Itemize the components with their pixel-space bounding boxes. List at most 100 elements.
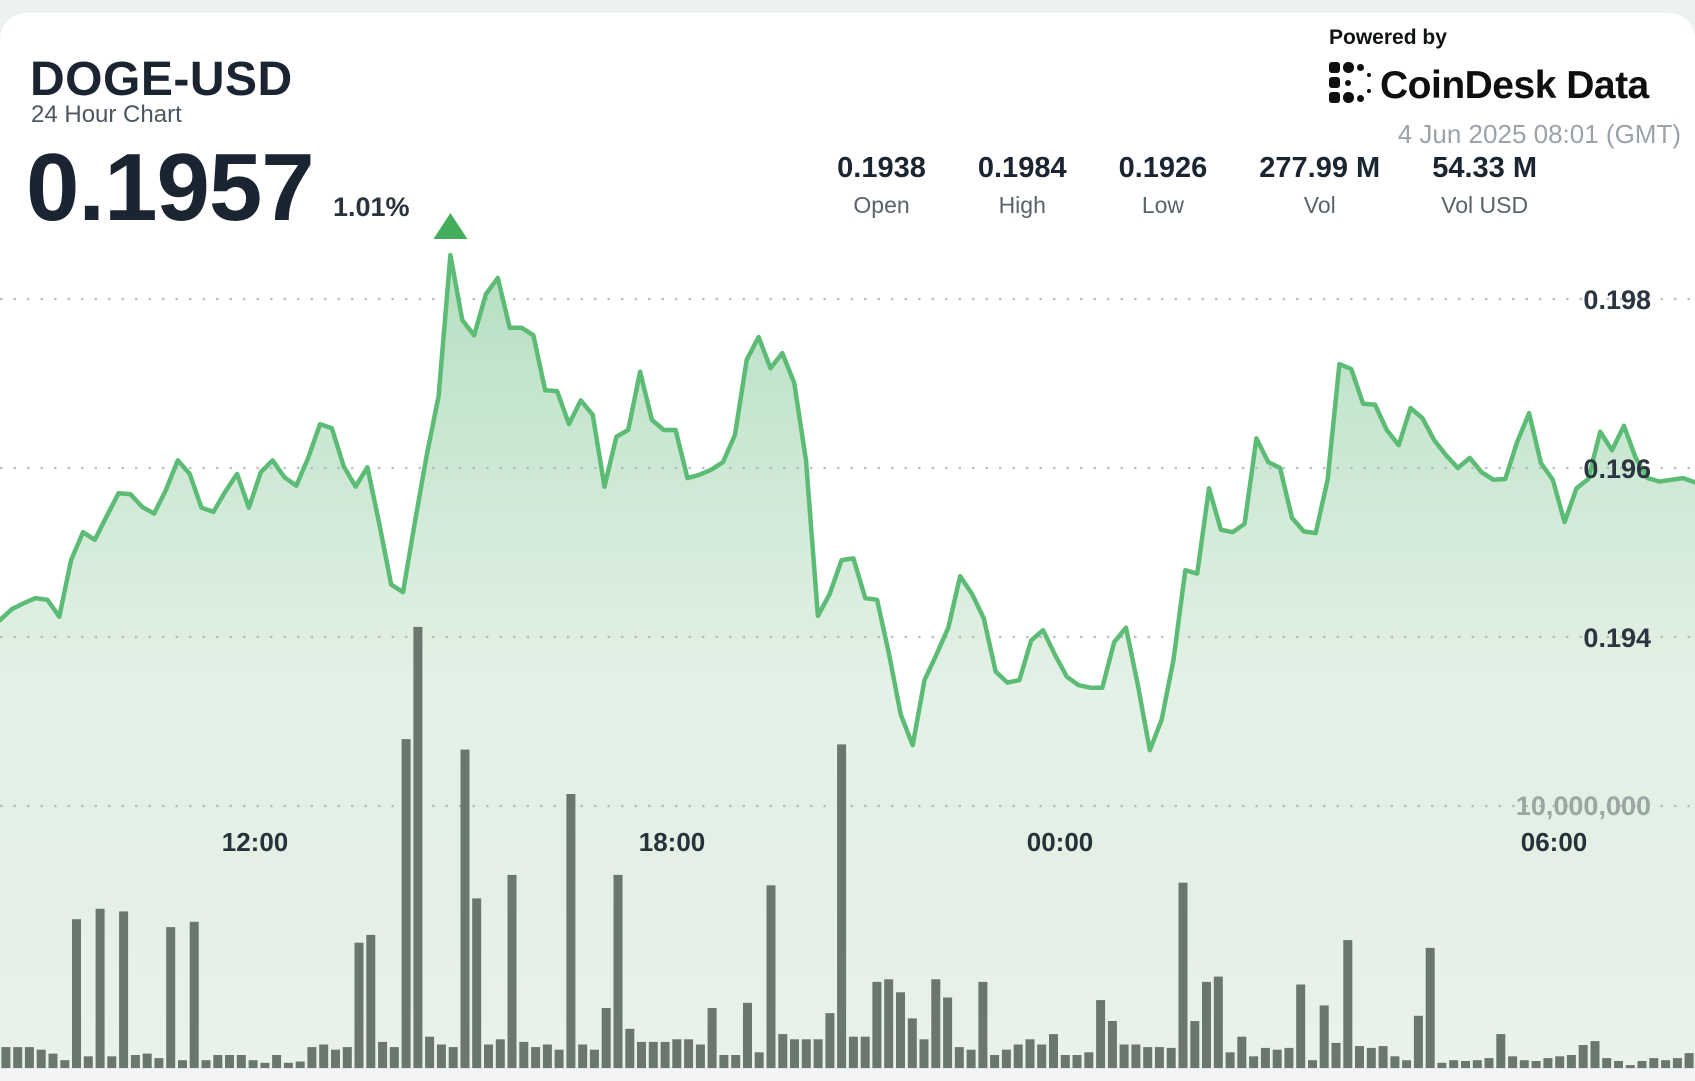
volume-bar xyxy=(354,942,364,1068)
x-axis-tick-1200: 12:00 xyxy=(221,827,289,857)
volume-bar xyxy=(1213,976,1223,1068)
volume-bar xyxy=(707,1008,717,1068)
volume-bar xyxy=(625,1028,635,1068)
volume-bar xyxy=(1355,1046,1364,1068)
volume-bar xyxy=(283,1062,293,1068)
volume-bar xyxy=(554,1049,564,1068)
volume-bar xyxy=(83,1056,93,1068)
volume-bar xyxy=(1025,1039,1035,1068)
volume-bar xyxy=(566,794,576,1069)
volume-bar xyxy=(130,1055,140,1069)
volume-bar xyxy=(436,1044,446,1068)
volume-bar xyxy=(260,1062,270,1068)
price-change-percent: 1.01% xyxy=(333,192,410,222)
volume-bar xyxy=(1319,1005,1329,1068)
volume-bar xyxy=(484,1044,493,1068)
volume-bar xyxy=(1625,1065,1635,1068)
volume-bar xyxy=(813,1039,823,1068)
powered-by-block: Powered by CoinDesk Data 4 Jun 2025 08 xyxy=(1329,26,1681,150)
volume-bar xyxy=(919,1039,929,1068)
volume-bar xyxy=(1566,1055,1576,1069)
volume-bar xyxy=(719,1055,729,1069)
coindesk-data-logo[interactable]: CoinDesk Data xyxy=(1329,62,1649,109)
stat-open: 0.1938 Open xyxy=(837,152,926,219)
volume-bar xyxy=(884,979,894,1068)
volume-bar xyxy=(672,1039,682,1068)
price-line xyxy=(0,252,1695,753)
volume-bar xyxy=(1413,1015,1423,1068)
data-timestamp: 4 Jun 2025 08:01 (GMT) xyxy=(1397,119,1681,149)
volume-bar xyxy=(1131,1044,1141,1068)
volume-bar xyxy=(1614,1061,1623,1068)
volume-bar xyxy=(1672,1058,1682,1068)
volume-bar xyxy=(36,1049,46,1068)
volume-bar xyxy=(366,934,376,1068)
volume-bar xyxy=(943,997,953,1068)
volume-bar xyxy=(1590,1041,1600,1068)
volume-bar xyxy=(1296,984,1306,1068)
volume-bar xyxy=(542,1044,552,1068)
stat-low-label: Low xyxy=(1141,192,1185,218)
volume-bar xyxy=(1,1047,11,1068)
volume-bar xyxy=(1072,1055,1082,1069)
volume-bar xyxy=(589,1049,599,1068)
current-price: 0.1957 xyxy=(26,134,315,241)
coindesk-data-wordmark: CoinDesk Data xyxy=(1380,63,1649,107)
volume-bar xyxy=(1602,1058,1612,1068)
volume-bar xyxy=(389,1047,399,1068)
volume-bar xyxy=(613,874,623,1068)
volume-bar xyxy=(1119,1044,1129,1068)
volume-bar xyxy=(495,1039,505,1068)
x-axis-tick-1800: 18:00 xyxy=(638,827,706,857)
volume-bar xyxy=(1461,1061,1470,1068)
volume-bar xyxy=(872,981,882,1068)
volume-bar xyxy=(1366,1047,1376,1068)
stat-open-label: Open xyxy=(853,192,910,218)
volume-bar xyxy=(731,1055,741,1069)
volume-bar xyxy=(95,908,105,1068)
coindesk-logo-icon xyxy=(1329,62,1371,109)
volume-bar xyxy=(1154,1047,1164,1068)
volume-bar xyxy=(248,1060,258,1068)
volume-bar xyxy=(1060,1055,1070,1069)
volume-bar xyxy=(1519,1060,1529,1068)
volume-bar xyxy=(978,981,988,1068)
volume-bar xyxy=(907,1018,917,1068)
volume-bar xyxy=(931,979,941,1068)
volume-bar xyxy=(1508,1056,1518,1068)
volume-bar xyxy=(154,1058,164,1068)
volume-bar xyxy=(966,1049,976,1068)
volume-bar xyxy=(1260,1047,1270,1068)
volume-bar xyxy=(307,1047,317,1068)
stat-volume-value: 277.99 M xyxy=(1259,152,1381,184)
volume-bar xyxy=(1202,981,1211,1068)
volume-bar xyxy=(24,1047,34,1068)
volume-bar xyxy=(236,1055,246,1069)
stat-low: 0.1926 Low xyxy=(1119,152,1208,219)
volume-bar xyxy=(1249,1056,1259,1068)
volume-bar xyxy=(1272,1049,1282,1068)
volume-bar xyxy=(790,1039,799,1068)
volume-bar xyxy=(1331,1042,1341,1068)
volume-bar xyxy=(1531,1061,1541,1068)
volume-bar xyxy=(519,1041,529,1068)
volume-bar xyxy=(1037,1044,1047,1068)
stat-high: 0.1984 High xyxy=(978,152,1067,219)
price-area-fill xyxy=(0,255,1695,1069)
volume-bar xyxy=(637,1041,646,1068)
volume-bar xyxy=(107,1056,117,1068)
volume-bar xyxy=(1555,1056,1565,1068)
x-axis-tick-0000: 00:00 xyxy=(1026,827,1094,857)
volume-bar xyxy=(1096,1000,1106,1068)
volume-bar xyxy=(319,1044,329,1068)
volume-bar xyxy=(472,898,482,1069)
volume-bar xyxy=(1437,1062,1447,1068)
volume-bar xyxy=(648,1041,658,1068)
volume-bar xyxy=(825,1013,835,1068)
stat-volume-usd-label: Vol USD xyxy=(1441,192,1529,218)
symbol-title: DOGE-USD xyxy=(30,53,293,106)
volume-bar xyxy=(331,1049,340,1068)
stat-volume: 277.99 M Vol xyxy=(1259,152,1380,219)
